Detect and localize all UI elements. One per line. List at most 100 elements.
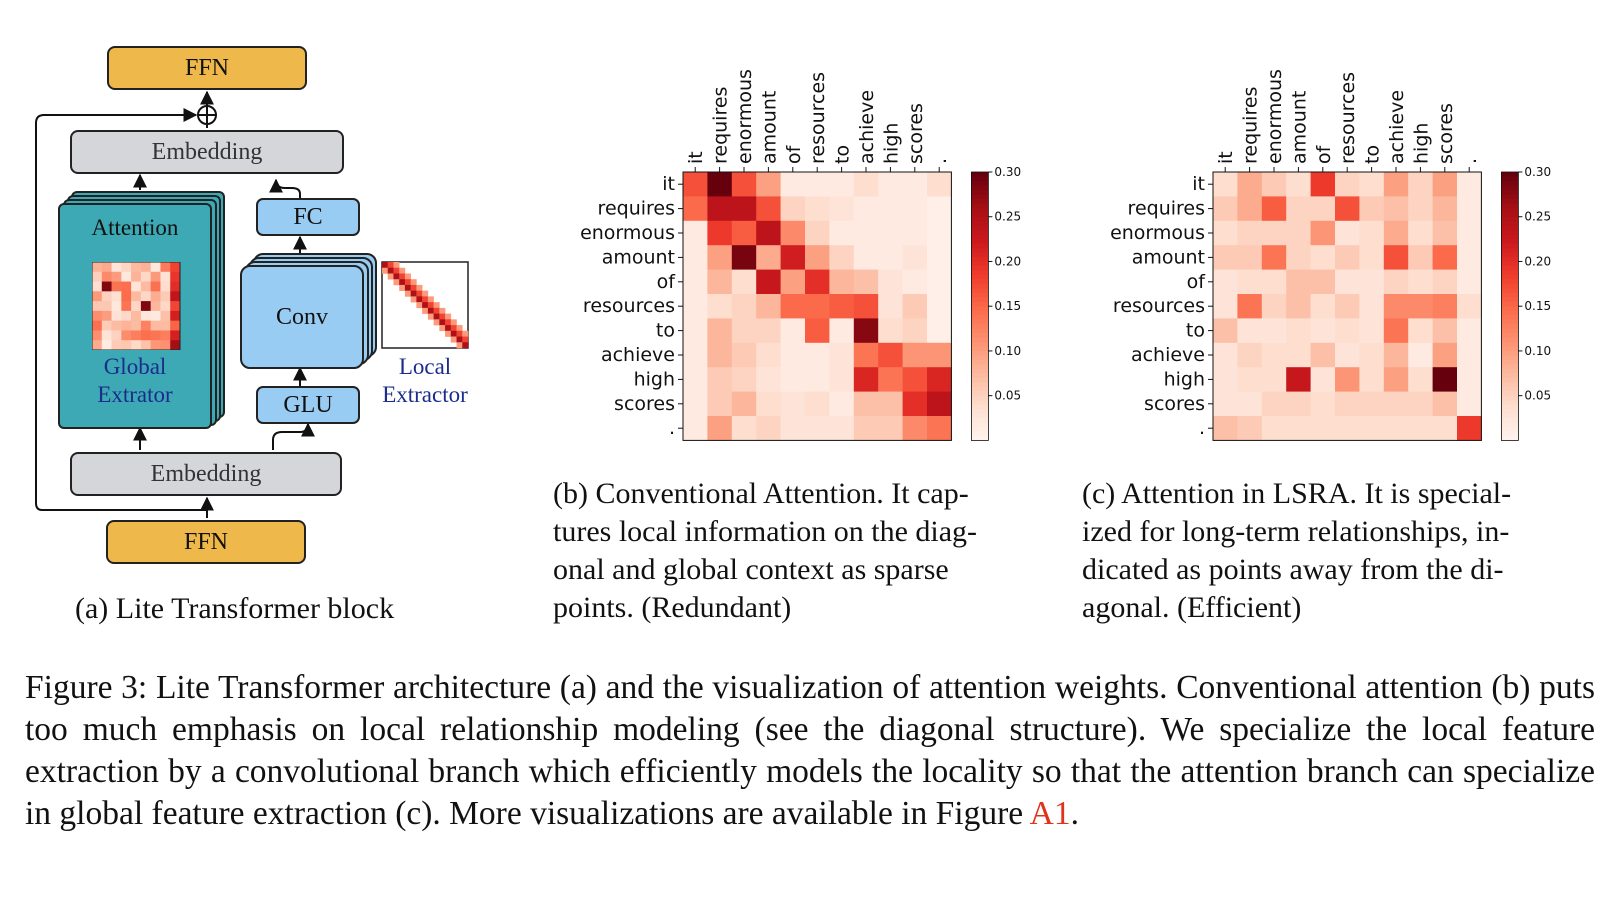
heatmap-cell — [1310, 196, 1336, 222]
colorbar-segment — [971, 359, 989, 365]
heatmap-cell — [1432, 367, 1458, 392]
colorbar-segment — [1501, 337, 1519, 343]
local-cell — [399, 273, 406, 280]
heatmap-cell — [927, 342, 952, 368]
heatmap-cell — [683, 367, 708, 392]
heatmap-cell — [1213, 269, 1238, 295]
heatmap-cell — [878, 172, 903, 197]
colorbar-segment — [1501, 261, 1519, 267]
colorbar-segment — [971, 435, 989, 441]
colorbar-segment — [971, 422, 989, 428]
heatmap-cell — [829, 294, 855, 319]
colorbar-segment — [971, 207, 989, 213]
col-label: achieve — [856, 90, 878, 164]
col-label: . — [929, 158, 951, 164]
local-cell — [433, 307, 440, 314]
colorbar-segment — [971, 198, 989, 204]
heatmap-cell — [780, 318, 806, 344]
heatmap-cell — [1213, 220, 1238, 246]
heatmap-cell — [853, 391, 879, 417]
heatmap-cell — [1383, 318, 1409, 344]
heatmap-cell — [707, 269, 733, 295]
colorbar-segment — [971, 413, 989, 419]
conv-box: Conv — [240, 265, 364, 369]
heatmap-cell — [1213, 245, 1238, 270]
heatmap-cell — [805, 220, 830, 246]
heatmap-cell — [902, 391, 928, 417]
heatmap-cell — [1335, 294, 1360, 319]
heatmap-cell — [1286, 416, 1311, 441]
heatmap-cell — [878, 294, 903, 319]
caption-b-line4: points. (Redundant) — [553, 591, 792, 624]
heatmap-cell — [683, 172, 708, 197]
heatmap-cell — [780, 269, 806, 295]
colorbar-segment — [971, 234, 989, 240]
colorbar-segment — [971, 279, 989, 285]
heatmap-cell — [1310, 391, 1336, 417]
heatmap-cell — [902, 294, 928, 319]
heatmap-cell — [829, 172, 855, 197]
colorbar-segment — [1501, 239, 1519, 245]
mini-frame — [92, 262, 181, 350]
local-cell — [410, 290, 417, 297]
heatmap-cell — [1457, 342, 1482, 368]
row-label: it — [1192, 173, 1205, 195]
heatmap-cell — [1286, 196, 1311, 222]
colorbar-segment — [1501, 373, 1519, 379]
local-cell — [416, 296, 423, 303]
heatmap-cell — [1335, 269, 1360, 295]
ffn-bottom-box: FFN — [106, 520, 306, 564]
heatmap-cell — [1213, 172, 1238, 197]
local-cell — [416, 284, 423, 291]
figure-reference-link[interactable]: A1 — [1029, 795, 1071, 832]
heatmap-cell — [1383, 342, 1409, 368]
heatmap-cell — [1261, 196, 1287, 222]
heatmap-cell — [805, 416, 830, 441]
colorbar-segment — [971, 306, 989, 312]
mini-cell — [170, 301, 181, 312]
colorbar-segment — [1501, 435, 1519, 441]
mini-cell — [131, 271, 142, 282]
heatmap-cell — [927, 196, 952, 222]
heatmap-cell — [1457, 367, 1482, 392]
heatmap-cell — [1213, 367, 1238, 392]
global-extractor-label: Global Extrator — [58, 353, 212, 409]
colorbar-segment — [971, 324, 989, 330]
colorbar-segment — [1501, 368, 1519, 374]
attention-label: Attention — [91, 215, 179, 240]
mini-cell — [170, 330, 181, 341]
heatmap-cell — [1359, 294, 1385, 319]
local-cell — [462, 330, 469, 337]
local-extractor-label: Local Extractor — [370, 353, 480, 409]
row-label: amount — [1132, 246, 1205, 268]
row-label: scores — [614, 393, 675, 415]
caption-c: (c) Attention in LSRA. It is special- iz… — [1082, 475, 1572, 627]
heatmap-cell — [1237, 196, 1263, 222]
heatmap-cell — [731, 172, 757, 197]
row-label: achieve — [601, 344, 675, 366]
col-label: amount — [1288, 91, 1310, 164]
heatmap-cell — [1359, 391, 1385, 417]
mini-cell — [150, 340, 161, 350]
col-label: of — [1313, 144, 1335, 164]
heatmap-cell — [683, 245, 708, 270]
mini-cell — [111, 262, 122, 273]
heatmap-cell — [683, 391, 708, 417]
colorbar-segment — [971, 256, 989, 263]
mini-cell — [150, 271, 161, 282]
heatmap-cell — [853, 318, 879, 344]
caption-b-line1: (b) Conventional Attention. It cap- — [553, 477, 969, 510]
mini-cell — [140, 281, 151, 292]
colorbar-segment — [971, 333, 989, 339]
heatmap-cell — [707, 391, 733, 417]
mini-cell — [101, 301, 112, 312]
mini-cell — [92, 271, 103, 282]
mini-cell — [121, 320, 132, 331]
heatmap-cell — [707, 172, 733, 197]
mini-cell — [101, 281, 112, 292]
heatmap-cell — [1335, 391, 1360, 417]
local-cell — [393, 279, 400, 286]
heatmap-cell — [853, 294, 879, 319]
local-cell — [399, 267, 406, 274]
mini-cell — [92, 262, 103, 273]
